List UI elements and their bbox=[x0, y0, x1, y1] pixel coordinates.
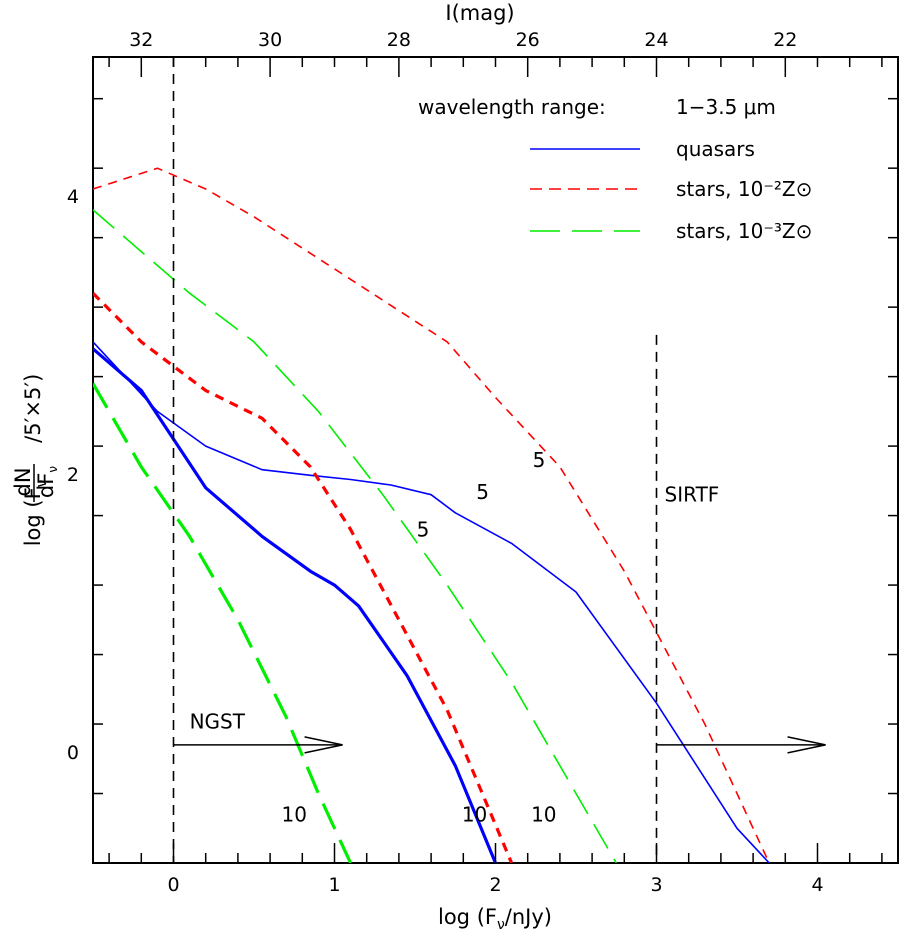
series-line-1 bbox=[93, 347, 497, 863]
arrow-label-1: SIRTF bbox=[665, 483, 720, 507]
svg-text:dFν: dFν bbox=[34, 466, 60, 498]
legend-header-value: 1−3.5 μm bbox=[676, 95, 776, 119]
series-line-4 bbox=[93, 209, 617, 863]
legend-label-stars-2: stars, 10⁻²Z⊙ bbox=[676, 177, 812, 201]
top-tick-label: 28 bbox=[387, 29, 411, 51]
curve-label: 5 bbox=[476, 480, 489, 504]
y-tick-label: 0 bbox=[67, 742, 79, 764]
x-tick-label: 3 bbox=[650, 874, 662, 896]
y-tick-label: 4 bbox=[67, 186, 79, 208]
curve-label: 10 bbox=[531, 802, 556, 826]
series-line-0 bbox=[93, 341, 770, 863]
arrow-head-1 bbox=[787, 736, 826, 754]
arrow-head-0 bbox=[304, 736, 343, 754]
top-tick-label: 32 bbox=[129, 29, 153, 51]
series-line-5 bbox=[93, 382, 353, 863]
curve-label: 5 bbox=[417, 517, 430, 541]
series-line-3 bbox=[93, 292, 514, 863]
svg-text:log (Fν /5′×5′): log (Fν /5′×5′) bbox=[21, 374, 51, 547]
curve-label: 10 bbox=[282, 802, 307, 826]
svg-text:dN: dN bbox=[11, 467, 35, 496]
x-tick-label: 0 bbox=[167, 874, 179, 896]
x-tick-label: 1 bbox=[328, 874, 340, 896]
arrow-label-0: NGST bbox=[190, 709, 246, 733]
legend-label-stars-3: stars, 10⁻³Z⊙ bbox=[676, 219, 812, 243]
curve-label: 5 bbox=[533, 448, 546, 472]
tick-layer bbox=[93, 57, 898, 864]
reference-layer bbox=[172, 57, 826, 863]
legend-label-quasars: quasars bbox=[676, 137, 755, 161]
legend-header-label: wavelength range: bbox=[418, 95, 606, 119]
y-tick-label: 2 bbox=[67, 464, 79, 486]
series-layer bbox=[93, 167, 770, 863]
top-tick-label: 24 bbox=[644, 29, 668, 51]
curve-label: 10 bbox=[462, 802, 487, 826]
top-tick-label: 22 bbox=[773, 29, 797, 51]
series-line-2 bbox=[93, 167, 770, 863]
x-tick-label: 4 bbox=[811, 874, 823, 896]
y-axis-title: log (Fν /5′×5′) dN dFν bbox=[11, 374, 60, 547]
legend: wavelength range: 1−3.5 μm quasars stars… bbox=[418, 95, 812, 243]
top-tick-label: 30 bbox=[258, 29, 282, 51]
top-axis-title: I(mag) bbox=[445, 1, 514, 25]
x-axis-title: log (Fν/nJy) bbox=[438, 905, 552, 933]
x-tick-label: 2 bbox=[489, 874, 501, 896]
top-tick-label: 26 bbox=[516, 29, 540, 51]
